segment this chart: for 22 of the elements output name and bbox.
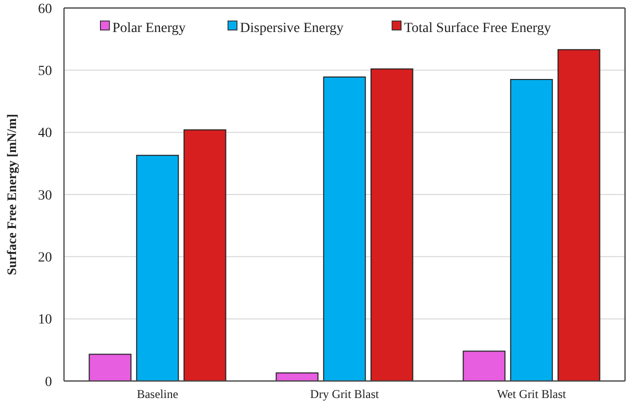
legend-label: Dispersive Energy	[240, 20, 344, 36]
bar	[88, 354, 132, 382]
bar	[370, 68, 414, 382]
x-tick-label: Dry Grit Blast	[310, 387, 380, 401]
legend-label: Total Surface Free Energy	[404, 20, 551, 36]
y-tick-label: 60	[38, 2, 52, 17]
legend-label: Polar Energy	[112, 20, 186, 36]
bar	[184, 129, 226, 382]
y-tick-label: 50	[38, 64, 52, 80]
y-tick-label: 10	[38, 312, 52, 328]
y-tick-label: 40	[38, 126, 52, 142]
y-axis-title: Surface Free Energy [mN/m]	[4, 114, 19, 276]
bar	[558, 49, 600, 382]
bar	[462, 350, 506, 382]
x-tick-label: Baseline	[136, 387, 178, 401]
y-tick-label: 20	[38, 250, 52, 266]
x-tick-label: Wet Grit Blast	[496, 387, 567, 401]
bar	[510, 78, 553, 382]
y-tick-label: 0	[45, 374, 52, 390]
bar	[323, 76, 366, 382]
y-tick-label: 30	[38, 188, 52, 204]
bar	[136, 154, 179, 382]
